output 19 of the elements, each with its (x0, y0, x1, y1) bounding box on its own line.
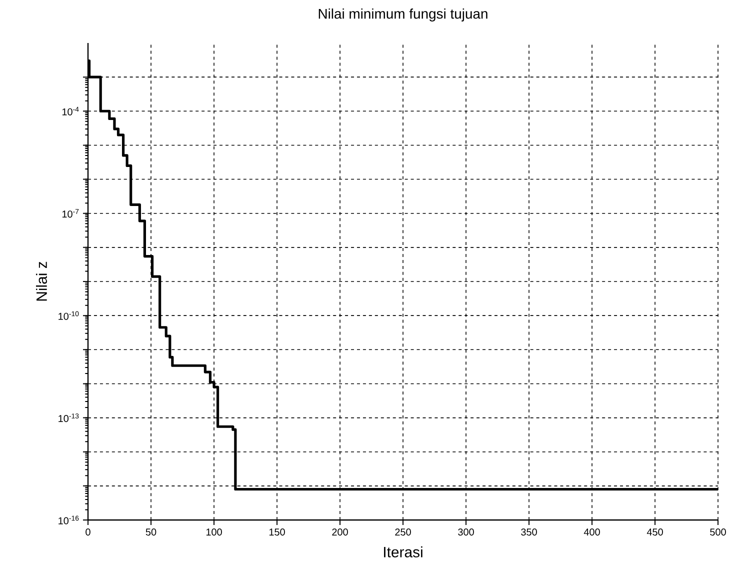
x-tick-label: 150 (269, 528, 285, 536)
x-tick-label: 400 (584, 528, 600, 536)
chart-title: Nilai minimum fungsi tujuan (318, 8, 488, 22)
x-tick-label: 0 (86, 528, 90, 536)
y-tick-label: 10$^{-13}$ (58, 414, 79, 422)
x-tick-label: 50 (146, 528, 156, 536)
x-axis-title: Iterasi (384, 546, 422, 558)
y-tick-label: 10$^{-4}$ (62, 106, 79, 116)
x-tick-label: 300 (458, 528, 474, 536)
y-tick-label: 10$^{-7}$ (62, 209, 79, 218)
x-tick-label: 200 (332, 528, 348, 536)
x-tick-label: 100 (206, 528, 222, 536)
x-tick-label: 350 (521, 528, 537, 536)
x-tick-label: 450 (646, 528, 663, 536)
x-tick-label: 250 (395, 528, 411, 536)
y-axis-title: Nilai z (36, 262, 47, 301)
x-tick-label: 500 (710, 528, 726, 536)
y-tick-label: 10$^{-16}$ (58, 516, 79, 524)
y-tick-label: 10$^{-10}$ (58, 311, 79, 320)
